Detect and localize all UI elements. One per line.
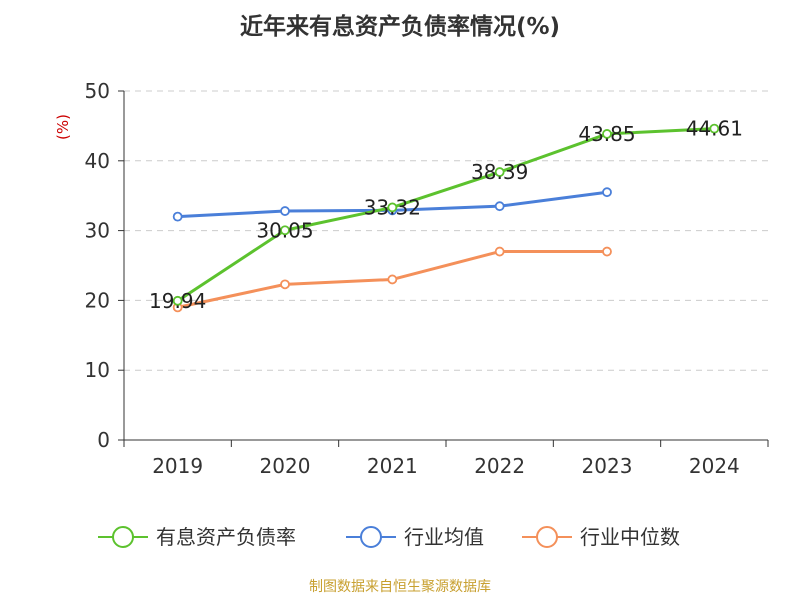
x-tick-label: 2021 xyxy=(367,454,418,478)
data-label: 43.85 xyxy=(578,122,635,146)
y-tick-label: 10 xyxy=(85,358,110,382)
data-point xyxy=(494,246,505,257)
legend-label: 行业均值 xyxy=(404,525,484,549)
y-tick-label: 50 xyxy=(85,79,110,103)
axes: 0 10 20 30 40 50 2019 2020 2021 2022 2023 2024 xyxy=(85,79,769,478)
data-point xyxy=(602,246,612,257)
legend-label: 行业中位数 xyxy=(580,525,680,549)
data-point xyxy=(494,167,505,177)
data-point xyxy=(709,123,720,134)
data-point xyxy=(280,279,290,290)
x-tick-label: 2023 xyxy=(582,454,633,478)
gridlines xyxy=(124,90,768,371)
data-point xyxy=(172,211,183,222)
legend[interactable]: 有息资产负债率 行业均值 行业中位数 xyxy=(98,525,680,549)
legend-marker xyxy=(112,526,134,548)
data-label: 33.32 xyxy=(364,195,421,219)
data-label: 44.61 xyxy=(686,117,743,141)
y-tick-label: 0 xyxy=(97,428,110,452)
chart-title: 近年来有息资产负债率情况(%) xyxy=(240,13,560,40)
source-note: 制图数据来自恒生聚源数据库 xyxy=(309,579,491,595)
data-label: 38.39 xyxy=(471,160,528,184)
x-tick-label: 2024 xyxy=(689,454,740,478)
x-tick-label: 2020 xyxy=(260,454,311,478)
y-axis-label: (%) xyxy=(54,114,72,140)
data-labels: 19.94 30.05 33.32 38.39 43.85 44.61 xyxy=(149,117,743,313)
data-point xyxy=(387,202,398,213)
legend-item[interactable]: 行业中位数 xyxy=(522,525,680,549)
y-tick-label: 20 xyxy=(85,288,110,312)
data-point xyxy=(280,225,290,236)
data-label: 30.05 xyxy=(256,218,313,242)
legend-item[interactable]: 行业均值 xyxy=(346,525,484,549)
x-tick-label: 2022 xyxy=(474,454,525,478)
data-label: 19.94 xyxy=(149,289,206,313)
x-tick-label: 2019 xyxy=(152,454,203,478)
data-point xyxy=(602,129,612,139)
legend-item[interactable]: 有息资产负债率 xyxy=(98,525,296,549)
series-line xyxy=(176,127,715,303)
data-point xyxy=(387,274,398,285)
legend-marker xyxy=(360,526,382,548)
y-tick-label: 30 xyxy=(85,219,110,243)
y-tick-label: 40 xyxy=(85,149,110,173)
series-group xyxy=(172,123,720,313)
data-point xyxy=(280,206,290,216)
data-point xyxy=(494,201,505,212)
legend-marker xyxy=(536,526,558,548)
legend-label: 有息资产负债率 xyxy=(156,525,296,549)
data-point xyxy=(172,295,183,306)
data-point xyxy=(602,187,612,198)
